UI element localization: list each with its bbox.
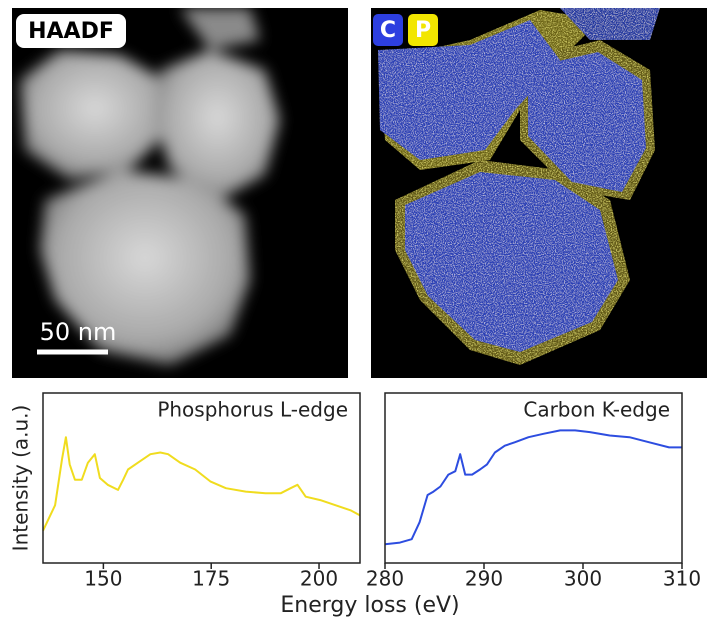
- chart-title: Phosphorus L-edge: [157, 398, 348, 422]
- plot-frame: [384, 392, 683, 564]
- x-tick-label: 280: [366, 567, 404, 591]
- image-label: HAADF: [28, 19, 114, 44]
- label-box: [16, 14, 126, 48]
- haadf-image: HAADF 50 nm: [12, 8, 348, 378]
- scale-bar-label: 50 nm: [40, 318, 117, 346]
- x-tick-label: 300: [564, 567, 602, 591]
- x-axis-label: Energy loss (eV): [280, 593, 459, 618]
- x-tick-label: 150: [84, 567, 122, 591]
- label-box: [408, 14, 438, 46]
- x-tick-label: 290: [465, 567, 503, 591]
- x-tick-label: 175: [192, 567, 230, 591]
- eels-map: C P: [371, 8, 707, 378]
- map-label: P: [415, 18, 431, 43]
- y-axis-label: Intensity (a.u.): [9, 405, 33, 552]
- spectrum-line: [384, 429, 682, 546]
- spectrum-line: [42, 436, 361, 532]
- x-tick-label: 200: [300, 567, 338, 591]
- plot-frame: [42, 392, 361, 564]
- map-label: C: [380, 18, 396, 43]
- x-tick-label: 310: [663, 567, 701, 591]
- chart-title: Carbon K-edge: [523, 398, 670, 422]
- label-box: [373, 14, 403, 46]
